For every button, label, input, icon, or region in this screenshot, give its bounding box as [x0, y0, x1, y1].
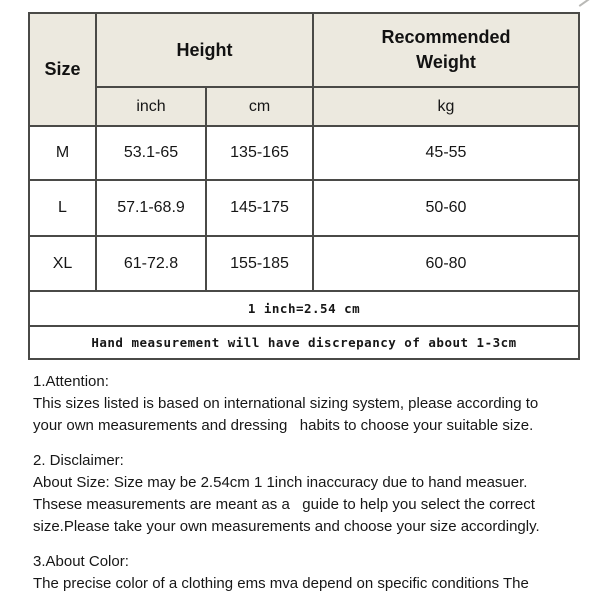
- section-disclaimer: 2. Disclaimer: About Size: Size may be 2…: [33, 450, 595, 538]
- section-about-color: 3.About Color: The precise color of a cl…: [33, 551, 595, 595]
- header-recommended-weight: Recommended Weight: [312, 12, 580, 88]
- section-about-color-line: The precise color of a clothing ems mva …: [33, 575, 529, 592]
- l-kg-range: 50-60: [312, 179, 580, 237]
- section-disclaimer-line: size.Please take your own measurements a…: [33, 518, 540, 535]
- subheader-inch: inch: [95, 86, 207, 127]
- l-inch-range: 57.1-68.9: [95, 179, 207, 237]
- section-attention-line: This sizes listed is based on internatio…: [33, 395, 539, 412]
- section-disclaimer-line: Thsese measurements are meant as a guide…: [33, 496, 535, 513]
- table-row-l: L 57.1-68.9 145-175 50-60: [28, 179, 580, 237]
- table-row-xl: XL 61-72.8 155-185 60-80: [28, 235, 580, 292]
- info-text-block: 1.Attention: This sizes listed is based …: [33, 371, 595, 595]
- section-attention-line: your own measurements and dressing habit…: [33, 417, 534, 434]
- m-kg-range: 45-55: [312, 125, 580, 181]
- table-header-row: Size Height Recommended Weight: [28, 12, 580, 127]
- size-xl: XL: [28, 235, 97, 292]
- subheader-kg: kg: [312, 86, 580, 127]
- size-chart-table: Size Height Recommended Weight inch cm k…: [28, 12, 580, 360]
- xl-inch-range: 61-72.8: [95, 235, 207, 292]
- note-measurement-discrepancy: Hand measurement will have discrepancy o…: [28, 325, 580, 360]
- l-cm-range: 145-175: [205, 179, 314, 237]
- size-m: M: [28, 125, 97, 181]
- m-cm-range: 135-165: [205, 125, 314, 181]
- note-inch-conversion: 1 inch=2.54 cm: [28, 290, 580, 327]
- table-subheader-row: inch cm kg: [29, 86, 580, 127]
- size-l: L: [28, 179, 97, 237]
- table-note-row-discrepancy: Hand measurement will have discrepancy o…: [28, 325, 580, 360]
- xl-kg-range: 60-80: [312, 235, 580, 292]
- table-note-row-conversion: 1 inch=2.54 cm: [28, 290, 580, 327]
- photo-corner-artifact: [578, 0, 592, 7]
- section-disclaimer-title: 2. Disclaimer:: [33, 452, 124, 469]
- table-row-m: M 53.1-65 135-165 45-55: [28, 125, 580, 181]
- section-disclaimer-line: About Size: Size may be 2.54cm 1 1inch i…: [33, 474, 528, 491]
- section-attention-title: 1.Attention:: [33, 373, 109, 390]
- header-height: Height: [95, 12, 314, 88]
- section-attention: 1.Attention: This sizes listed is based …: [33, 371, 595, 437]
- header-size: Size: [28, 12, 97, 127]
- section-about-color-title: 3.About Color:: [33, 553, 129, 570]
- m-inch-range: 53.1-65: [95, 125, 207, 181]
- xl-cm-range: 155-185: [205, 235, 314, 292]
- subheader-cm: cm: [205, 86, 314, 127]
